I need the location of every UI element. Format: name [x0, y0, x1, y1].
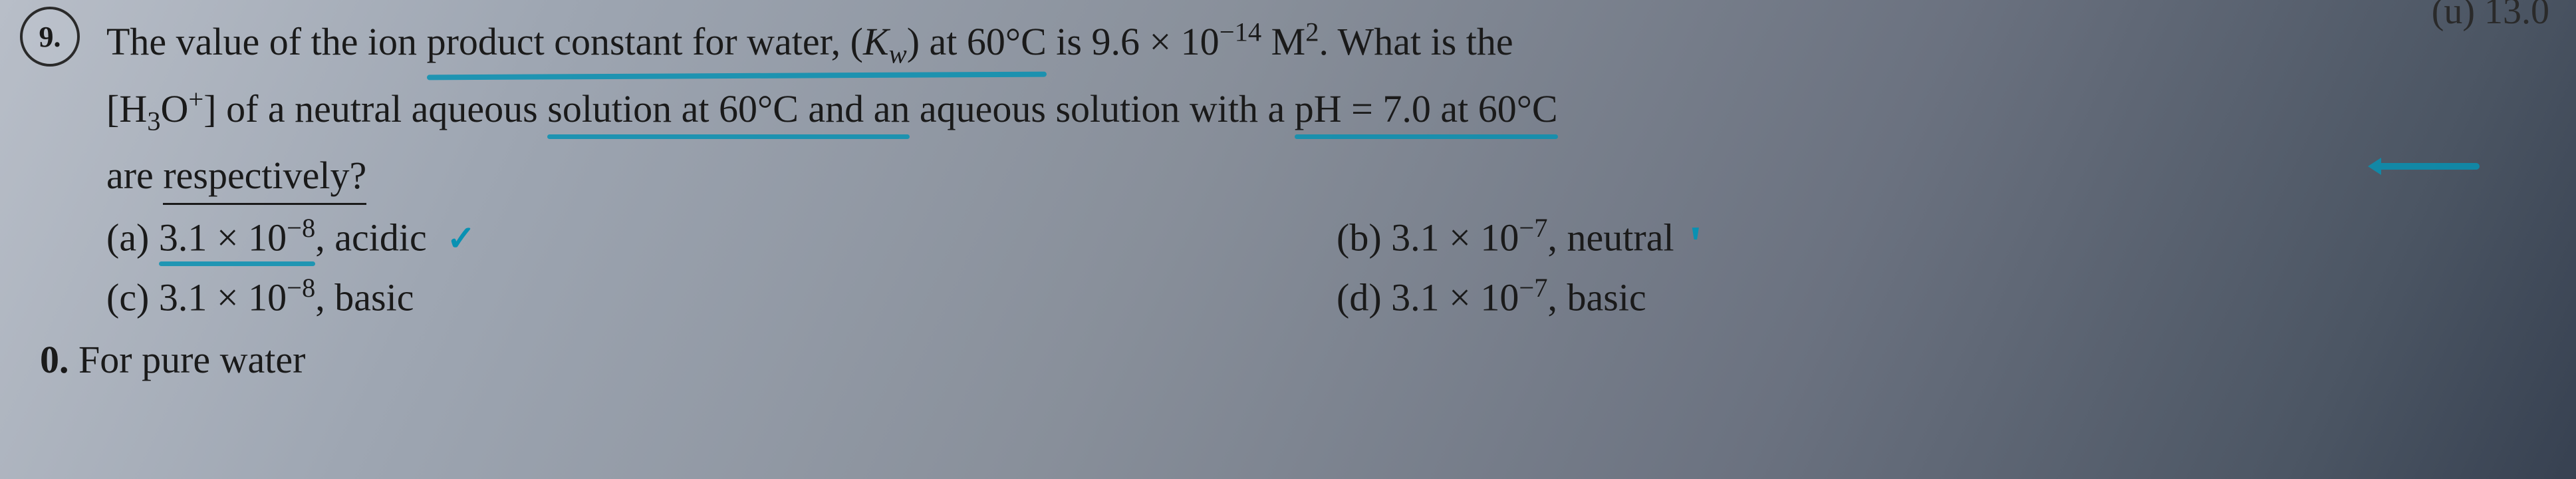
arrow-annotation [2373, 163, 2480, 170]
text-segment: are [106, 154, 163, 197]
text-segment: is 9.6 × 10 [1047, 20, 1220, 63]
text-segment: aqueous solution with a [910, 87, 1294, 130]
kw-subscript: w [889, 39, 907, 69]
text-segment: [H [106, 87, 147, 130]
option-label: (c) [106, 275, 159, 319]
next-question-partial: 0. For pure water [40, 337, 2536, 382]
question-line-3: are respectively? [106, 144, 2536, 208]
option-d: (d) 3.1 × 10−7, basic [1337, 267, 2536, 327]
option-label: (d) [1337, 275, 1391, 319]
option-suffix: , neutral [1548, 216, 1674, 259]
option-suffix: , basic [315, 275, 414, 319]
option-c: (c) 3.1 × 10−8, basic [106, 267, 1337, 327]
options-row-2: (c) 3.1 × 10−8, basic (d) 3.1 × 10−7, ba… [106, 267, 2536, 327]
option-a: (a) 3.1 × 10−8, acidic ✓ [106, 208, 1337, 267]
options-row-1: (a) 3.1 × 10−8, acidic✓ (b) 3.1 × 10−7, … [106, 208, 2536, 267]
question-line-2: [H3O+] of a neutral aqueous solution at … [106, 77, 2536, 144]
text-segment: ] of a neutral aqueous [203, 87, 547, 130]
text-segment: M [1261, 20, 1305, 63]
option-suffix: , acidic [315, 216, 426, 259]
pen-mark-icon: ꞌ [1691, 213, 1700, 267]
question-number-circle: 9. [20, 7, 80, 67]
option-value: 3.1 × 10 [159, 275, 287, 319]
option-value: 3.1 × 10 [1391, 275, 1519, 319]
text-segment: product constant for water, ( [427, 20, 863, 63]
text-segment: ) at 60°C [907, 20, 1047, 63]
exponent: −8 [287, 213, 315, 243]
underlined-phrase: product constant for water, (Kw) at 60°C [427, 10, 1047, 77]
subscript: 3 [147, 106, 160, 136]
text-segment: The value of the ion [106, 20, 427, 63]
tick-mark-icon: ✓ [447, 213, 476, 267]
question-number: 9. [39, 20, 61, 54]
option-value: 3.1 × 10 [1391, 216, 1519, 259]
question-content: The value of the ion product constant fo… [106, 10, 2536, 382]
underlined-phrase: pH = 7.0 at 60°C [1295, 77, 1558, 141]
exponent: −7 [1519, 213, 1547, 243]
underlined-word: respectively? [163, 144, 366, 208]
option-value-underlined: 3.1 × 10−8 [159, 208, 315, 267]
text-segment: O [161, 87, 189, 130]
option-suffix: , basic [1548, 275, 1646, 319]
exponent: −14 [1220, 17, 1261, 47]
option-label: (b) [1337, 216, 1391, 259]
text-segment: . What is the [1319, 20, 1513, 63]
option-value: 3.1 × 10 [159, 216, 287, 259]
option-label: (a) [106, 216, 159, 259]
exponent: −8 [287, 273, 315, 303]
next-question-text: For pure water [69, 338, 306, 381]
underlined-phrase: solution at 60°C and an [547, 77, 910, 141]
option-b: (b) 3.1 × 10−7, neutral ꞌ [1337, 208, 2536, 267]
exponent: 2 [1305, 17, 1319, 47]
next-question-number: 0. [40, 338, 69, 381]
superscript: + [188, 84, 203, 114]
exponent: −7 [1519, 273, 1547, 303]
kw-symbol: K [863, 20, 889, 63]
question-line-1: The value of the ion product constant fo… [106, 10, 2536, 77]
